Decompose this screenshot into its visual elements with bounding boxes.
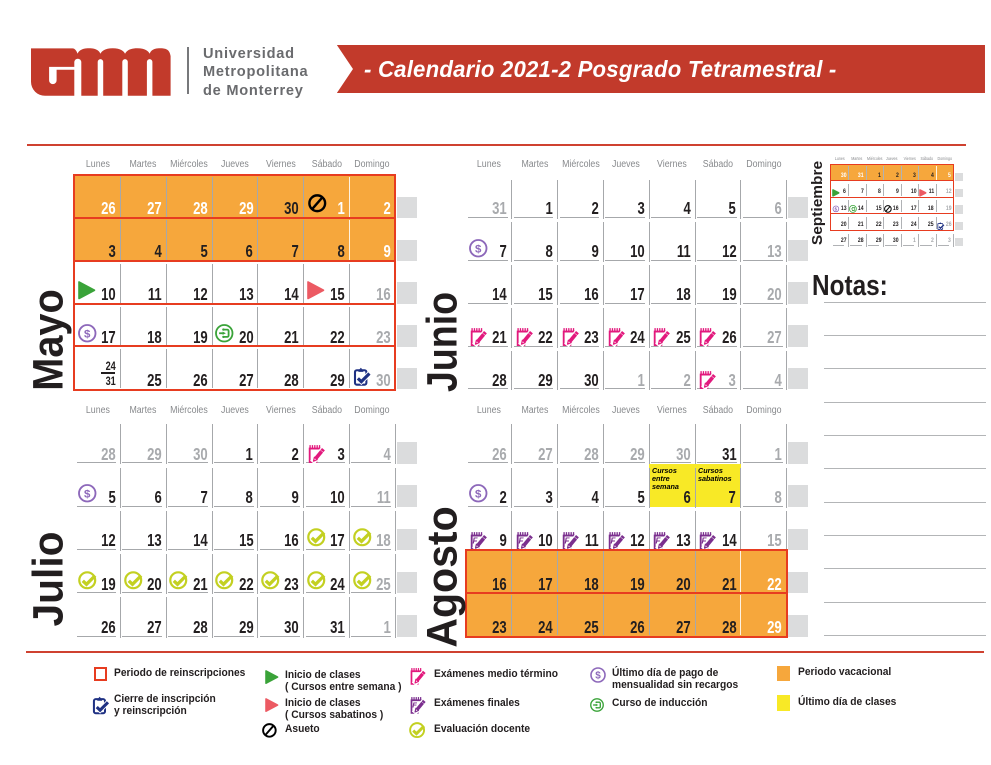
svg-text:F: F (656, 536, 662, 545)
svg-text:F: F (518, 536, 524, 545)
svg-text:F: F (412, 700, 417, 709)
svg-text:$: $ (475, 489, 482, 501)
svg-text:$: $ (595, 671, 601, 682)
svg-text:F: F (702, 536, 708, 545)
svg-text:$: $ (84, 328, 91, 340)
svg-text:$: $ (84, 489, 91, 501)
svg-text:F: F (610, 536, 616, 545)
svg-text:$: $ (475, 243, 482, 255)
svg-text:$: $ (834, 207, 837, 213)
svg-text:F: F (564, 536, 570, 545)
svg-text:F: F (473, 536, 479, 545)
